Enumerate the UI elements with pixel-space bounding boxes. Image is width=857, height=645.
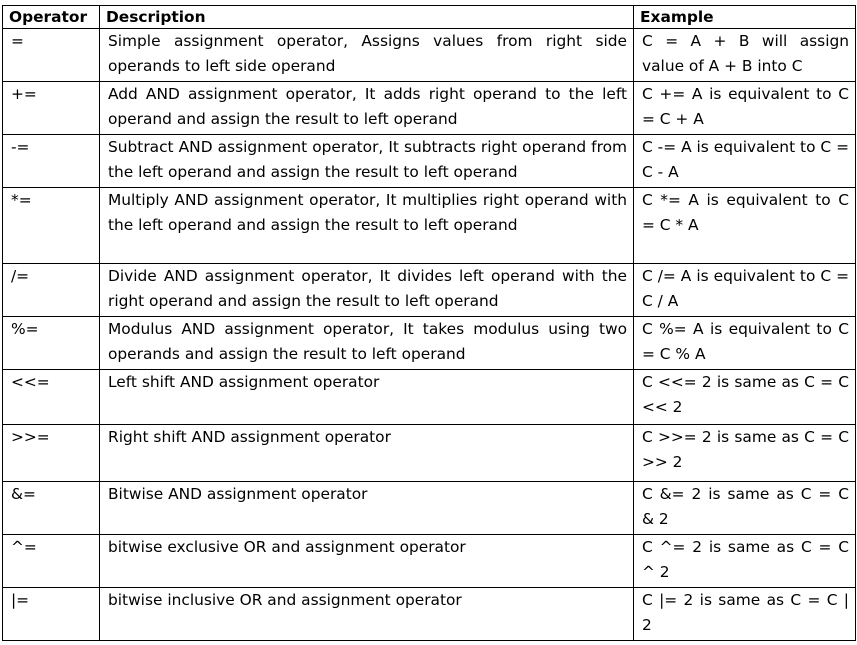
header-operator: Operator [2,5,100,29]
example-cell: C %= A is equivalent to C = C % A [633,316,856,370]
example-cell: C ^= 2 is same as C = C ^ 2 [633,534,856,588]
table-row: %= Modulus AND assignment operator, It t… [2,316,856,370]
description-cell: Left shift AND assignment operator [99,369,634,425]
table-row: += Add AND assignment operator, It adds … [2,81,856,135]
table-row: >>= Right shift AND assignment operator … [2,424,856,482]
header-example: Example [633,5,856,29]
table-header-row: Operator Description Example [2,5,856,29]
example-cell: C &= 2 is same as C = C & 2 [633,481,856,535]
description-cell: Right shift AND assignment operator [99,424,634,482]
example-cell: C -= A is equivalent to C = C - A [633,134,856,188]
operator-cell: |= [2,587,100,641]
table-row: -= Subtract AND assignment operator, It … [2,134,856,188]
table-row: &= Bitwise AND assignment operator C &= … [2,481,856,535]
example-cell: C >>= 2 is same as C = C >> 2 [633,424,856,482]
description-cell: Divide AND assignment operator, It divid… [99,263,634,317]
operator-cell: &= [2,481,100,535]
assignment-operators-table: Operator Description Example = Simple as… [2,5,856,641]
table-row: /= Divide AND assignment operator, It di… [2,263,856,317]
example-cell: C <<= 2 is same as C = C << 2 [633,369,856,425]
example-cell: C /= A is equivalent to C = C / A [633,263,856,317]
description-cell: Multiply AND assignment operator, It mul… [99,187,634,264]
description-cell: bitwise inclusive OR and assignment oper… [99,587,634,641]
operator-cell: %= [2,316,100,370]
operator-cell: ^= [2,534,100,588]
operator-cell: <<= [2,369,100,425]
table-row: |= bitwise inclusive OR and assignment o… [2,587,856,641]
description-cell: Simple assignment operator, Assigns valu… [99,28,634,82]
description-cell: Add AND assignment operator, It adds rig… [99,81,634,135]
example-cell: C |= 2 is same as C = C | 2 [633,587,856,641]
example-cell: C *= A is equivalent to C = C * A [633,187,856,264]
operator-cell: = [2,28,100,82]
header-description: Description [99,5,634,29]
operator-cell: /= [2,263,100,317]
description-cell: Modulus AND assignment operator, It take… [99,316,634,370]
table-row: *= Multiply AND assignment operator, It … [2,187,856,264]
description-cell: Bitwise AND assignment operator [99,481,634,535]
table-row: = Simple assignment operator, Assigns va… [2,28,856,82]
operator-cell: *= [2,187,100,264]
operator-cell: += [2,81,100,135]
table-row: <<= Left shift AND assignment operator C… [2,369,856,425]
operator-cell: -= [2,134,100,188]
table-row: ^= bitwise exclusive OR and assignment o… [2,534,856,588]
description-cell: bitwise exclusive OR and assignment oper… [99,534,634,588]
example-cell: C += A is equivalent to C = C + A [633,81,856,135]
example-cell: C = A + B will assign value of A + B int… [633,28,856,82]
description-cell: Subtract AND assignment operator, It sub… [99,134,634,188]
operator-cell: >>= [2,424,100,482]
